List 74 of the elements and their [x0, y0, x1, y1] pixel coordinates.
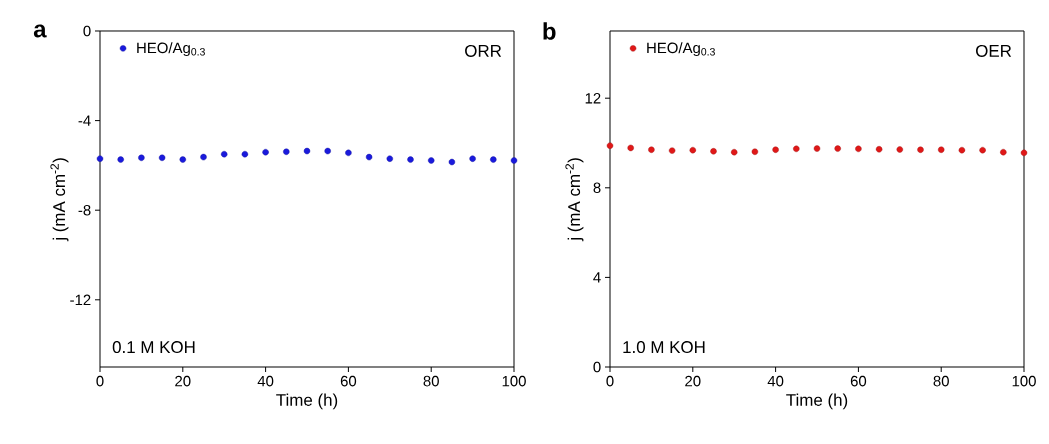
point: [627, 144, 634, 152]
x-tick-label: 0: [96, 375, 104, 387]
point: [772, 146, 779, 153]
y-axis-title: j (mA cm$^{-2}$): [50, 158, 69, 242]
point: [875, 146, 883, 153]
point: [469, 155, 476, 162]
x-axis-title: Time (h): [276, 393, 338, 410]
point: [138, 154, 145, 161]
point: [365, 153, 373, 161]
y-tick-label: -8: [78, 204, 91, 216]
point: [668, 147, 676, 154]
point: [407, 156, 414, 163]
annotation: ORR: [465, 44, 502, 57]
point: [386, 155, 393, 162]
y-tick-label: 0: [83, 25, 91, 37]
point: [117, 156, 124, 163]
point: [689, 146, 696, 154]
point: [896, 146, 903, 153]
point: [606, 142, 614, 149]
point: [793, 145, 800, 153]
point: [262, 148, 269, 156]
annotation: 1.0 M KOH: [623, 341, 705, 354]
x-tick-label: 100: [502, 375, 526, 387]
y-axis-title: j (mA cm$^{-2}$): [565, 158, 584, 242]
point: [938, 146, 945, 153]
x-tick-label: 40: [257, 375, 274, 387]
x-tick-label: 40: [767, 375, 784, 387]
point: [1020, 149, 1028, 157]
point: [648, 146, 655, 153]
x-tick-label: 80: [933, 375, 949, 387]
point: [510, 157, 518, 164]
x-axis-title: Time (h): [786, 393, 848, 410]
annotation: OER: [976, 44, 1012, 57]
legend-label: HEO/Ag$_{0.3}$: [647, 42, 715, 57]
y-tick-label: 8: [593, 182, 601, 194]
point: [241, 151, 249, 158]
point: [448, 158, 456, 166]
x-tick-label: 60: [850, 375, 867, 387]
point: [324, 147, 331, 155]
point: [221, 151, 228, 158]
point: [979, 146, 986, 154]
x-tick-label: 100: [1012, 375, 1036, 387]
point: [96, 155, 104, 162]
y-tick-label: -12: [70, 294, 91, 306]
point: [958, 146, 966, 154]
point: [303, 147, 311, 155]
point: [200, 153, 207, 161]
point: [179, 156, 186, 163]
x-tick-label: 0: [606, 375, 614, 387]
x-tick-label: 60: [340, 375, 357, 387]
x-tick-label: 20: [175, 375, 191, 387]
y-tick-label: -4: [78, 115, 91, 126]
point: [855, 145, 862, 153]
annotation: 0.1 M KOH: [112, 341, 195, 354]
y-tick-label: 12: [585, 92, 601, 104]
point: [917, 146, 924, 153]
point: [428, 157, 435, 164]
point: [345, 149, 352, 157]
x-tick-label: 20: [685, 375, 701, 387]
point: [158, 154, 166, 161]
text: a: [33, 24, 47, 38]
point: [710, 148, 717, 155]
point: [813, 145, 821, 152]
x-tick-label: 80: [423, 375, 439, 387]
point: [751, 148, 759, 155]
text: b: [543, 22, 556, 40]
point: [834, 145, 841, 152]
y-tick-label: 4: [593, 272, 601, 283]
point: [731, 148, 738, 156]
point: [490, 156, 497, 163]
point: [283, 148, 290, 155]
point: [1000, 148, 1007, 156]
y-tick-label: 0: [593, 361, 601, 373]
legend-label: HEO/Ag$_{0.3}$: [137, 42, 205, 57]
